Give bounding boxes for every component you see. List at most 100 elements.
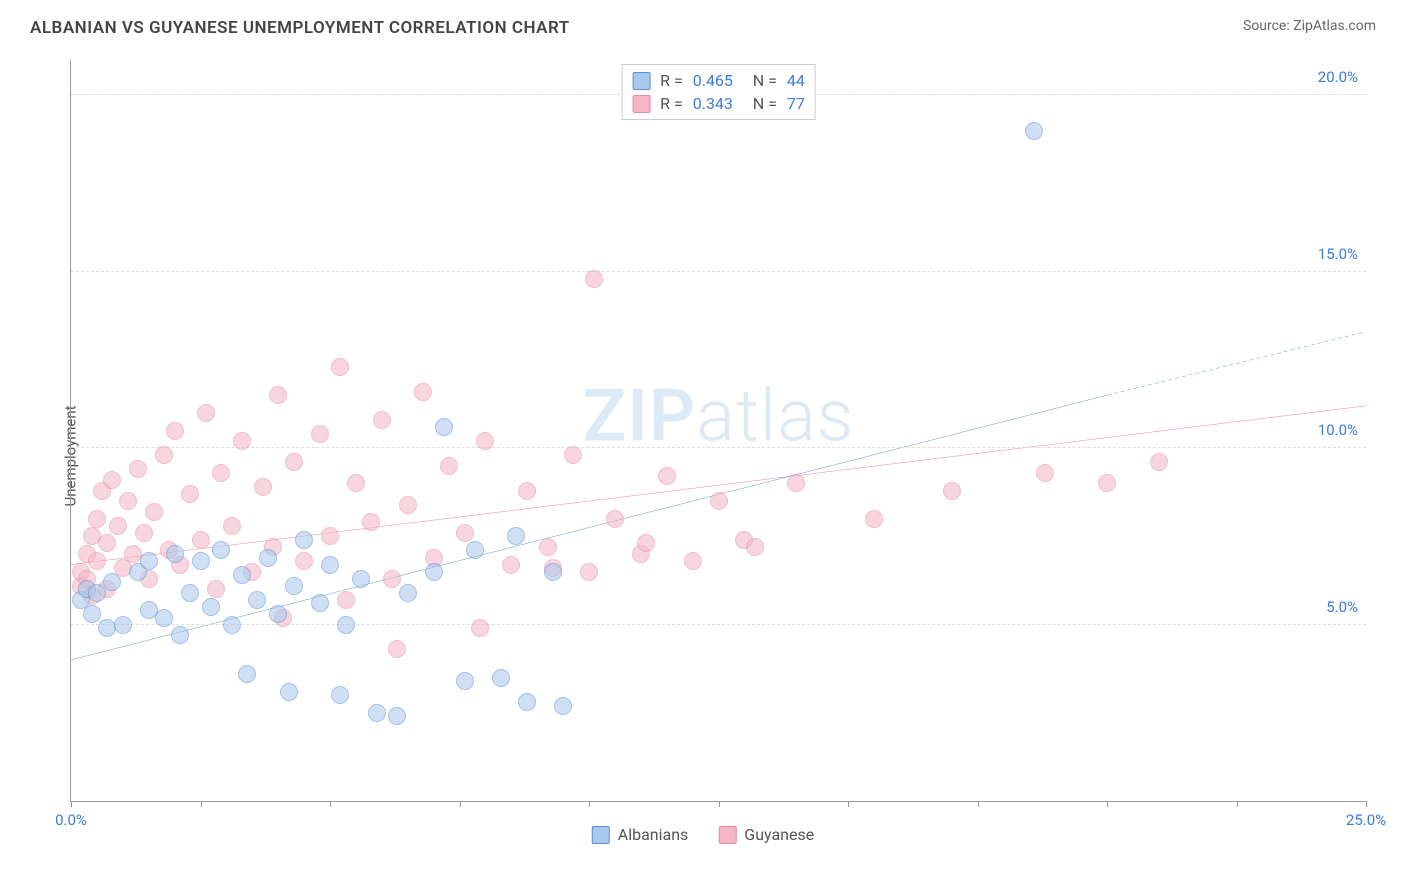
scatter-point-guyanese (710, 492, 728, 510)
scatter-point-guyanese (88, 510, 106, 528)
y-tick-label: 20.0% (1318, 68, 1358, 86)
scatter-point-albanian (425, 563, 443, 581)
scatter-point-albanian (269, 605, 287, 623)
scatter-point-guyanese (564, 446, 582, 464)
scatter-point-albanian (155, 609, 173, 627)
scatter-point-guyanese (192, 531, 210, 549)
scatter-point-guyanese (746, 538, 764, 556)
scatter-point-guyanese (98, 534, 116, 552)
scatter-point-albanian (259, 549, 277, 567)
scatter-point-albanian (435, 418, 453, 436)
scatter-point-guyanese (684, 552, 702, 570)
scatter-point-guyanese (373, 411, 391, 429)
scatter-point-albanian (88, 584, 106, 602)
plot-region: ZIPatlas R =0.465N =44R =0.343N =77 5.0%… (70, 60, 1366, 802)
x-tick (201, 801, 202, 807)
scatter-point-albanian (337, 616, 355, 634)
scatter-point-albanian (285, 577, 303, 595)
scatter-point-guyanese (1036, 464, 1054, 482)
scatter-point-guyanese (383, 570, 401, 588)
scatter-point-guyanese (88, 552, 106, 570)
scatter-point-albanian (192, 552, 210, 570)
correlation-legend: R =0.465N =44R =0.343N =77 (621, 64, 816, 120)
scatter-point-guyanese (518, 482, 536, 500)
legend-swatch (718, 826, 736, 844)
scatter-point-guyanese (223, 517, 241, 535)
watermark: ZIPatlas (583, 373, 855, 458)
scatter-point-guyanese (129, 460, 147, 478)
scatter-point-guyanese (331, 358, 349, 376)
chart-area: Unemployment ZIPatlas R =0.465N =44R =0.… (30, 50, 1376, 862)
scatter-point-albanian (321, 556, 339, 574)
scatter-point-albanian (238, 665, 256, 683)
scatter-point-guyanese (658, 467, 676, 485)
scatter-point-albanian (544, 563, 562, 581)
legend-swatch (632, 95, 650, 113)
y-tick-label: 15.0% (1318, 245, 1358, 263)
scatter-point-albanian (248, 591, 266, 609)
legend-swatch (592, 826, 610, 844)
gridline (71, 624, 1366, 625)
scatter-point-guyanese (311, 425, 329, 443)
scatter-point-albanian (212, 541, 230, 559)
scatter-point-guyanese (103, 471, 121, 489)
scatter-point-albanian (492, 669, 510, 687)
scatter-point-albanian (331, 686, 349, 704)
scatter-point-guyanese (362, 513, 380, 531)
scatter-point-guyanese (135, 524, 153, 542)
scatter-point-albanian (1025, 122, 1043, 140)
scatter-point-albanian (388, 707, 406, 725)
scatter-point-albanian (518, 693, 536, 711)
scatter-point-albanian (554, 697, 572, 715)
x-tick (1366, 801, 1367, 807)
scatter-point-guyanese (388, 640, 406, 658)
scatter-point-albanian (456, 672, 474, 690)
scatter-point-albanian (166, 545, 184, 563)
scatter-point-guyanese (197, 404, 215, 422)
scatter-point-albanian (202, 598, 220, 616)
scatter-point-albanian (368, 704, 386, 722)
x-max-label: 25.0% (1346, 811, 1386, 829)
scatter-point-albanian (280, 683, 298, 701)
x-tick (978, 801, 979, 807)
scatter-point-guyanese (207, 580, 225, 598)
source-link[interactable]: ZipAtlas.com (1293, 18, 1376, 34)
x-tick (1107, 801, 1108, 807)
scatter-point-albanian (233, 566, 251, 584)
scatter-point-guyanese (285, 453, 303, 471)
scatter-point-guyanese (456, 524, 474, 542)
scatter-point-guyanese (502, 556, 520, 574)
scatter-point-albanian (223, 616, 241, 634)
scatter-point-albanian (171, 626, 189, 644)
x-tick (1237, 801, 1238, 807)
legend-swatch (632, 72, 650, 90)
scatter-point-albanian (295, 531, 313, 549)
scatter-point-albanian (140, 552, 158, 570)
scatter-point-guyanese (606, 510, 624, 528)
scatter-point-guyanese (145, 503, 163, 521)
scatter-point-guyanese (539, 538, 557, 556)
legend-item: Guyanese (718, 825, 814, 844)
scatter-point-albanian (352, 570, 370, 588)
scatter-point-guyanese (1098, 474, 1116, 492)
x-tick (330, 801, 331, 807)
scatter-point-guyanese (471, 619, 489, 637)
scatter-point-albanian (311, 594, 329, 612)
scatter-point-guyanese (254, 478, 272, 496)
scatter-point-albanian (399, 584, 417, 602)
scatter-point-guyanese (440, 457, 458, 475)
gridline (71, 447, 1366, 448)
scatter-point-guyanese (347, 474, 365, 492)
scatter-point-guyanese (212, 464, 230, 482)
scatter-point-guyanese (1150, 453, 1168, 471)
series-legend: AlbaniansGuyanese (592, 825, 814, 844)
scatter-point-guyanese (109, 517, 127, 535)
scatter-point-guyanese (321, 527, 339, 545)
scatter-point-albanian (466, 541, 484, 559)
y-tick-label: 10.0% (1318, 421, 1358, 439)
scatter-point-guyanese (166, 422, 184, 440)
scatter-point-guyanese (181, 485, 199, 503)
scatter-point-guyanese (337, 591, 355, 609)
gridline (71, 271, 1366, 272)
scatter-point-albanian (114, 616, 132, 634)
